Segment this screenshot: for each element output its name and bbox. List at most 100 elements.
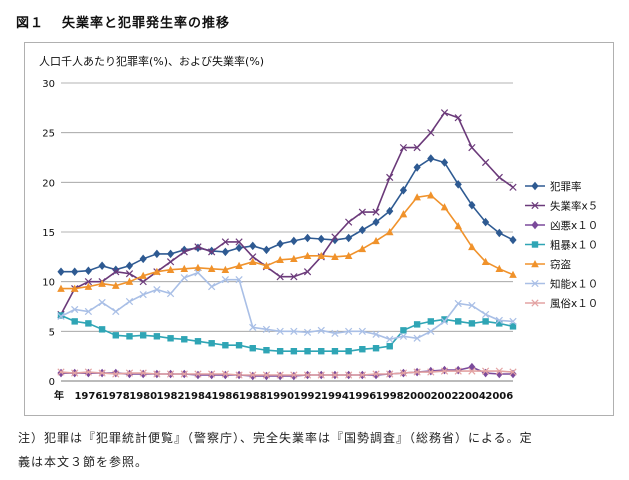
x-tick-label-1980: 1980 bbox=[129, 391, 157, 402]
data-point-0-1991 bbox=[290, 236, 298, 246]
data-point-0-1979 bbox=[125, 261, 134, 271]
data-point-5-1989 bbox=[262, 325, 271, 333]
data-point-6-2004 bbox=[468, 367, 476, 375]
data-point-3-1981 bbox=[153, 333, 161, 340]
series-line-5 bbox=[60, 271, 514, 341]
data-point-4-1977 bbox=[98, 279, 106, 287]
data-point-3-1986 bbox=[222, 342, 229, 349]
data-point-4-1981 bbox=[153, 267, 161, 275]
data-point-6-1986 bbox=[221, 370, 229, 378]
legend-marker-3 bbox=[531, 241, 539, 248]
data-point-6-1987 bbox=[235, 371, 243, 379]
data-point-4-1989 bbox=[262, 261, 271, 269]
data-point-4-1995 bbox=[344, 251, 353, 260]
data-point-4-1999 bbox=[399, 210, 408, 218]
data-point-5-1988 bbox=[249, 323, 257, 331]
legend-entry-3: 粗暴x１０ bbox=[525, 240, 598, 252]
data-point-5-1991 bbox=[290, 327, 298, 335]
footnote: 注）犯罪は『犯罪統計便覧』（警察庁）、完全失業率は『国勢調査』（総務省）による。… bbox=[18, 426, 618, 474]
data-point-1-1997 bbox=[372, 208, 380, 216]
data-point-1-2003 bbox=[454, 114, 462, 122]
data-point-0-2006 bbox=[495, 228, 503, 238]
footnote-line-1: 注）犯罪は『犯罪統計便覧』（警察庁）、完全失業率は『国勢調査』（総務省）による。… bbox=[18, 431, 533, 445]
data-point-0-1993 bbox=[317, 234, 325, 244]
data-point-5-1997 bbox=[372, 330, 380, 338]
legend-label-1: 失業率x５ bbox=[550, 200, 598, 213]
data-point-1-2007 bbox=[509, 183, 517, 191]
x-tick-label-2006: 2006 bbox=[485, 391, 513, 402]
series-line-4 bbox=[61, 194, 514, 290]
x-tick-label-1988: 1988 bbox=[239, 391, 267, 402]
data-point-5-1990 bbox=[276, 327, 284, 335]
data-point-5-2000 bbox=[413, 334, 421, 342]
data-point-6-1997 bbox=[372, 370, 380, 378]
data-point-1-1999 bbox=[399, 143, 408, 152]
data-point-5-1977 bbox=[98, 298, 106, 307]
x-tick-label-1982: 1982 bbox=[157, 391, 185, 402]
data-point-3-1977 bbox=[98, 326, 106, 333]
legend-entry-4: 窃盗 bbox=[525, 258, 571, 271]
data-point-6-2005 bbox=[481, 367, 490, 375]
y-tick-label-10: 10 bbox=[42, 278, 55, 289]
x-tick-label-1992: 1992 bbox=[294, 391, 322, 402]
x-tick-label-1986: 1986 bbox=[211, 391, 239, 402]
data-point-3-2002 bbox=[441, 316, 448, 323]
y-tick-label-20: 20 bbox=[42, 178, 55, 189]
data-point-3-1983 bbox=[181, 336, 188, 343]
data-point-0-1997 bbox=[372, 217, 380, 227]
x-tick-label-1994: 1994 bbox=[321, 391, 349, 402]
data-point-1-1980 bbox=[139, 278, 147, 286]
data-point-5-1999 bbox=[399, 332, 408, 340]
data-point-1-1988 bbox=[249, 253, 257, 261]
data-point-4-1990 bbox=[276, 255, 284, 264]
data-point-4-1979 bbox=[125, 277, 134, 285]
legend-label-2: 凶悪x１０ bbox=[550, 220, 598, 232]
legend-label-0: 犯罪率 bbox=[550, 180, 582, 193]
data-point-6-1998 bbox=[386, 370, 394, 378]
legend-marker-0 bbox=[531, 181, 539, 191]
data-point-3-1997 bbox=[372, 345, 380, 352]
data-point-3-2006 bbox=[496, 320, 503, 327]
data-point-3-1989 bbox=[263, 347, 270, 354]
x-tick-label-1998: 1998 bbox=[376, 391, 404, 402]
data-point-3-1982 bbox=[167, 335, 174, 342]
data-point-6-1981 bbox=[153, 370, 161, 378]
data-point-4-1983 bbox=[180, 264, 189, 272]
data-point-0-1981 bbox=[153, 249, 161, 259]
series-5 bbox=[57, 269, 517, 343]
x-tick-label-1978: 1978 bbox=[102, 391, 130, 402]
data-point-6-1983 bbox=[180, 370, 188, 378]
data-point-6-1994 bbox=[331, 371, 339, 379]
data-point-5-1979 bbox=[125, 297, 134, 306]
data-point-5-1998 bbox=[386, 335, 394, 343]
legend-marker-4 bbox=[531, 260, 539, 268]
legend-label-6: 風俗x１０ bbox=[550, 298, 598, 310]
data-point-5-1981 bbox=[153, 285, 161, 294]
data-point-4-1980 bbox=[139, 271, 147, 279]
data-point-0-2007 bbox=[509, 235, 517, 245]
x-tick-label-2002: 2002 bbox=[431, 391, 459, 402]
series-line-1 bbox=[60, 111, 514, 315]
data-point-1-2006 bbox=[495, 173, 503, 181]
data-point-6-2002 bbox=[440, 367, 449, 375]
data-point-4-1991 bbox=[290, 254, 298, 263]
data-point-6-1980 bbox=[139, 369, 147, 377]
data-point-5-2007 bbox=[509, 317, 517, 326]
data-point-4-1974 bbox=[57, 284, 65, 292]
legend-marker-6 bbox=[531, 299, 539, 307]
y-tick-label-5: 5 bbox=[49, 327, 55, 338]
figure-title-text: 失業率と犯罪発生率の推移 bbox=[62, 16, 231, 31]
data-point-4-2006 bbox=[495, 264, 504, 272]
data-point-1-1992 bbox=[303, 268, 312, 276]
x-tick-label-2000: 2000 bbox=[403, 391, 431, 402]
data-point-5-1994 bbox=[331, 329, 339, 337]
data-point-3-2000 bbox=[413, 321, 421, 328]
data-point-6-1989 bbox=[262, 371, 271, 379]
data-point-5-1976 bbox=[84, 307, 93, 316]
data-point-3-1992 bbox=[304, 348, 311, 355]
data-point-4-1992 bbox=[303, 251, 312, 260]
legend-marker-5 bbox=[531, 279, 539, 288]
data-point-0-1995 bbox=[345, 233, 353, 243]
y-tick-label-15: 15 bbox=[42, 228, 55, 239]
data-point-3-1979 bbox=[126, 333, 133, 340]
